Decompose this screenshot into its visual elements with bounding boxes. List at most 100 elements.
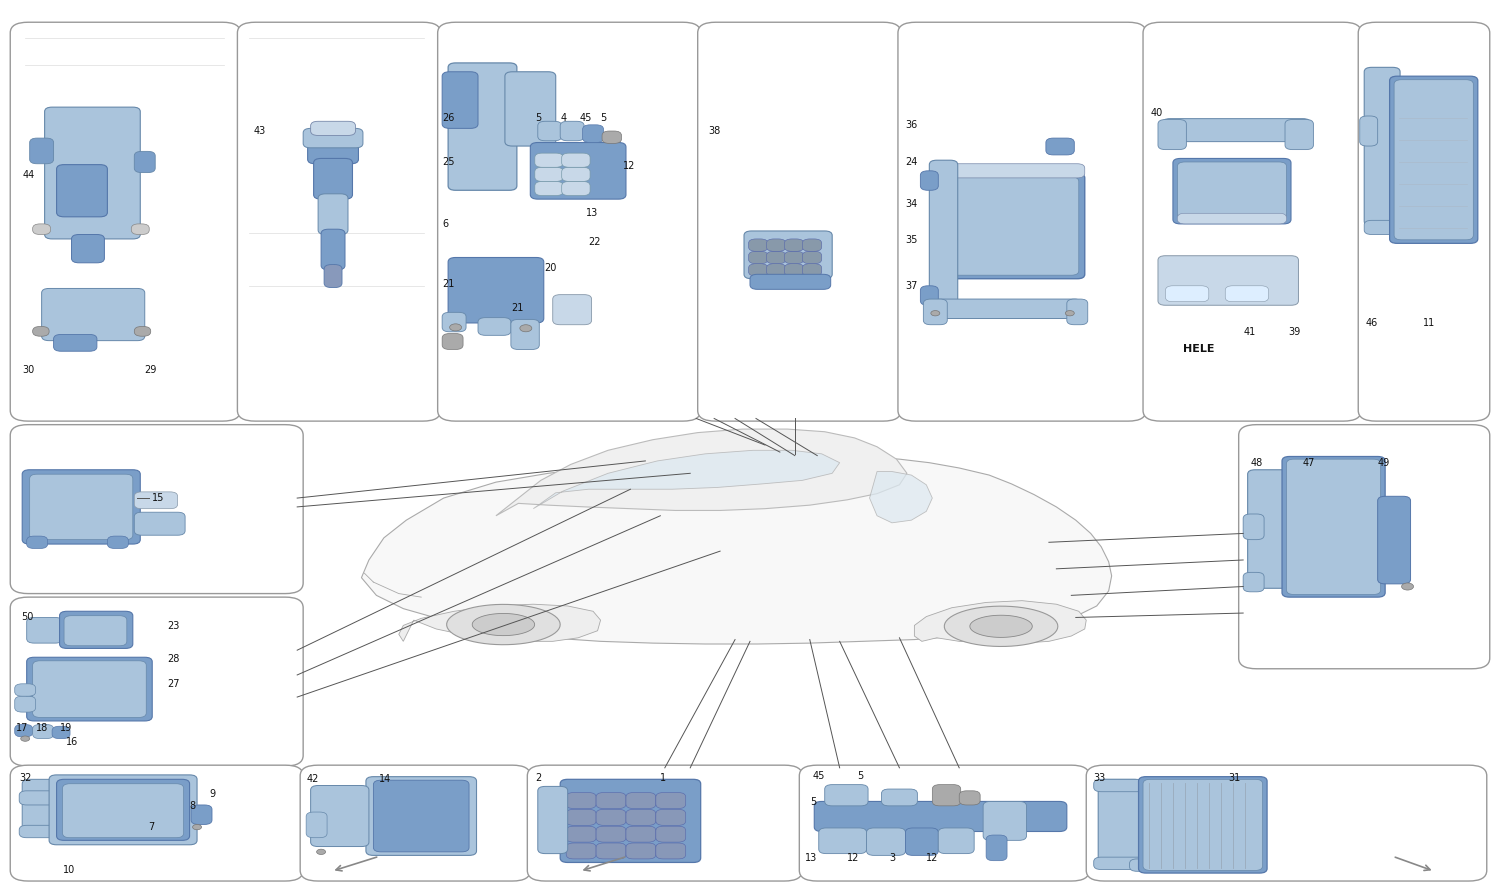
FancyBboxPatch shape <box>536 182 562 196</box>
FancyBboxPatch shape <box>766 239 786 251</box>
FancyBboxPatch shape <box>656 826 686 842</box>
FancyBboxPatch shape <box>1389 77 1478 243</box>
FancyBboxPatch shape <box>33 327 50 336</box>
FancyBboxPatch shape <box>750 274 831 289</box>
FancyBboxPatch shape <box>478 318 512 336</box>
FancyBboxPatch shape <box>22 780 56 836</box>
FancyBboxPatch shape <box>536 167 562 182</box>
FancyBboxPatch shape <box>10 425 303 594</box>
FancyBboxPatch shape <box>438 22 700 421</box>
Text: HELE: HELE <box>1184 344 1215 354</box>
FancyBboxPatch shape <box>1239 425 1490 668</box>
FancyBboxPatch shape <box>45 107 141 239</box>
FancyBboxPatch shape <box>538 787 567 854</box>
FancyBboxPatch shape <box>448 63 518 190</box>
Text: 16: 16 <box>66 737 78 748</box>
FancyBboxPatch shape <box>602 131 621 143</box>
FancyBboxPatch shape <box>921 171 939 190</box>
FancyBboxPatch shape <box>135 513 184 535</box>
FancyBboxPatch shape <box>933 785 960 805</box>
FancyBboxPatch shape <box>63 784 183 837</box>
FancyBboxPatch shape <box>528 765 802 881</box>
FancyBboxPatch shape <box>53 726 70 739</box>
Polygon shape <box>399 604 600 642</box>
FancyBboxPatch shape <box>442 334 464 350</box>
Text: 21: 21 <box>512 303 524 313</box>
FancyBboxPatch shape <box>303 128 363 148</box>
Text: 13: 13 <box>585 208 598 218</box>
FancyBboxPatch shape <box>1143 22 1360 421</box>
FancyBboxPatch shape <box>596 826 626 842</box>
Text: 26: 26 <box>442 113 454 123</box>
FancyBboxPatch shape <box>951 177 1078 275</box>
Circle shape <box>21 736 30 741</box>
FancyBboxPatch shape <box>308 142 358 164</box>
Text: 5: 5 <box>600 113 608 123</box>
Polygon shape <box>472 613 534 635</box>
FancyBboxPatch shape <box>784 251 804 263</box>
Text: 10: 10 <box>63 864 75 875</box>
FancyBboxPatch shape <box>921 286 939 305</box>
Polygon shape <box>362 456 1112 644</box>
Polygon shape <box>447 604 560 644</box>
Text: 17: 17 <box>16 723 28 733</box>
FancyBboxPatch shape <box>867 828 906 855</box>
FancyBboxPatch shape <box>20 791 63 805</box>
Circle shape <box>450 324 462 331</box>
FancyBboxPatch shape <box>656 809 686 825</box>
FancyBboxPatch shape <box>561 167 590 182</box>
FancyBboxPatch shape <box>924 299 948 325</box>
FancyBboxPatch shape <box>1138 777 1268 873</box>
FancyBboxPatch shape <box>1286 119 1314 150</box>
FancyBboxPatch shape <box>10 765 303 881</box>
Text: 19: 19 <box>60 723 72 733</box>
Text: 3: 3 <box>890 853 896 863</box>
FancyBboxPatch shape <box>1244 572 1264 592</box>
FancyBboxPatch shape <box>42 288 144 341</box>
FancyBboxPatch shape <box>314 158 352 199</box>
FancyBboxPatch shape <box>1094 857 1144 870</box>
Text: 40: 40 <box>1150 109 1162 118</box>
Circle shape <box>1401 583 1413 590</box>
FancyBboxPatch shape <box>819 828 867 854</box>
Text: 11: 11 <box>1422 318 1434 328</box>
Text: 5: 5 <box>536 113 542 123</box>
Text: 45: 45 <box>813 771 825 781</box>
Circle shape <box>316 849 326 854</box>
FancyBboxPatch shape <box>945 174 1084 279</box>
FancyBboxPatch shape <box>54 335 98 352</box>
Text: 38: 38 <box>708 126 720 136</box>
FancyBboxPatch shape <box>766 263 786 276</box>
Text: 34: 34 <box>906 199 918 209</box>
Text: 23: 23 <box>166 621 180 631</box>
FancyBboxPatch shape <box>310 786 369 846</box>
Text: 29: 29 <box>144 365 158 375</box>
FancyBboxPatch shape <box>596 793 626 808</box>
FancyBboxPatch shape <box>135 327 150 336</box>
FancyBboxPatch shape <box>27 536 48 548</box>
FancyBboxPatch shape <box>1162 118 1311 142</box>
FancyBboxPatch shape <box>748 239 768 251</box>
FancyBboxPatch shape <box>802 263 822 276</box>
FancyBboxPatch shape <box>566 809 596 825</box>
Text: 27: 27 <box>166 679 180 689</box>
FancyBboxPatch shape <box>135 492 177 509</box>
FancyBboxPatch shape <box>442 312 466 332</box>
FancyBboxPatch shape <box>531 142 626 199</box>
FancyBboxPatch shape <box>898 22 1146 421</box>
FancyBboxPatch shape <box>930 160 957 305</box>
FancyBboxPatch shape <box>656 843 686 859</box>
FancyBboxPatch shape <box>1282 457 1384 597</box>
FancyBboxPatch shape <box>986 835 1006 861</box>
FancyBboxPatch shape <box>321 230 345 270</box>
Text: 35: 35 <box>906 235 918 245</box>
FancyBboxPatch shape <box>132 224 148 234</box>
Polygon shape <box>970 615 1032 637</box>
FancyBboxPatch shape <box>72 234 105 263</box>
FancyBboxPatch shape <box>626 843 656 859</box>
Text: 36: 36 <box>906 120 918 130</box>
Text: 18: 18 <box>36 723 48 733</box>
FancyBboxPatch shape <box>33 660 146 717</box>
FancyBboxPatch shape <box>744 231 833 279</box>
FancyBboxPatch shape <box>698 22 902 421</box>
